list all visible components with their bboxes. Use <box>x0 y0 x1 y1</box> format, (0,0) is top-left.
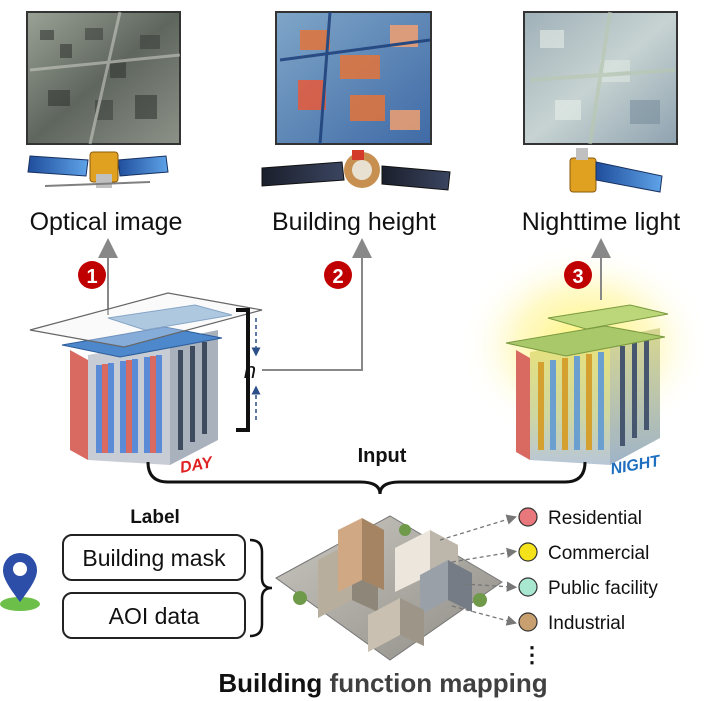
nighttime-light-thumbnail <box>523 11 678 145</box>
svg-text:Building mask: Building mask <box>82 545 226 571</box>
svg-text:Industrial: Industrial <box>548 613 625 634</box>
satellite-icon <box>27 151 169 188</box>
title-bold: Building <box>218 668 322 698</box>
function-residential: Residential <box>518 507 642 529</box>
input-brace <box>146 461 587 495</box>
badge-3: 3 <box>564 261 592 289</box>
building-height-thumbnail <box>275 11 432 145</box>
svg-text:2: 2 <box>332 266 343 288</box>
svg-text:3: 3 <box>572 266 583 288</box>
badge-1: 1 <box>78 261 106 289</box>
source-label-optical: Optical image <box>30 208 183 236</box>
day-label: DAY <box>179 454 215 477</box>
badge-2: 2 <box>324 261 352 289</box>
optical-image-thumbnail <box>26 11 181 145</box>
location-pin-icon <box>0 552 40 611</box>
source-label-height: Building height <box>272 208 436 236</box>
title-rest: function mapping <box>322 668 547 698</box>
svg-text:Commercial: Commercial <box>548 543 649 564</box>
svg-text:AOI data: AOI data <box>109 603 200 629</box>
svg-text:1: 1 <box>86 266 97 288</box>
leader-residential <box>439 514 517 541</box>
leader-public <box>463 581 518 592</box>
figure-title: Building function mapping <box>218 668 547 698</box>
function-public-facility: Public facility <box>518 577 658 599</box>
leader-commercial <box>451 547 518 563</box>
night-building <box>505 304 669 465</box>
city-block-image <box>275 515 503 661</box>
day-building <box>29 292 263 465</box>
label-header: Label <box>130 507 180 528</box>
satellite-icon <box>261 150 451 191</box>
more-functions-ellipsis: ⋮ <box>521 642 543 667</box>
function-industrial: Industrial <box>518 612 625 634</box>
height-symbol: h <box>244 358 256 383</box>
aoi-data-box: AOI data <box>62 592 246 639</box>
input-label: Input <box>358 445 407 467</box>
function-commercial: Commercial <box>518 542 649 564</box>
label-brace <box>249 538 273 638</box>
source-label-night: Nighttime light <box>522 208 680 236</box>
svg-text:Residential: Residential <box>548 508 642 529</box>
leader-industrial <box>451 605 518 626</box>
arrow-to-height <box>262 238 372 371</box>
building-mask-box: Building mask <box>62 534 246 581</box>
svg-text:Public facility: Public facility <box>548 578 658 599</box>
satellite-icon <box>569 148 663 193</box>
